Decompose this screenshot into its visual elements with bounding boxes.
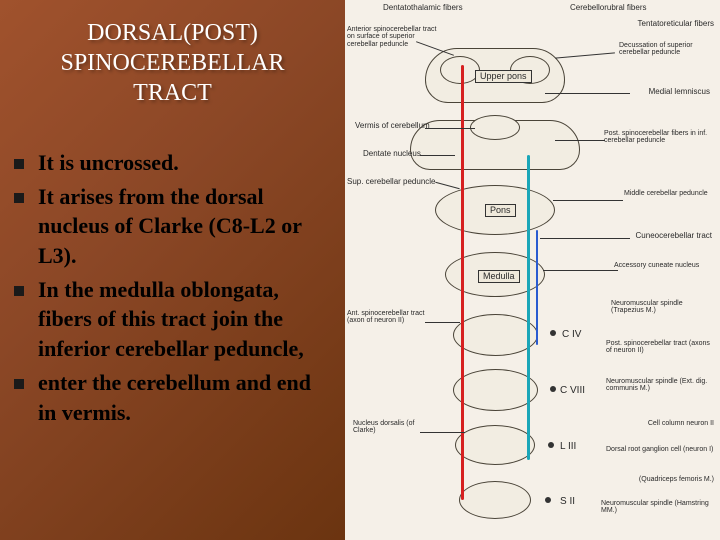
label-spindle-trapezius: Neuromuscular spindle (Trapezius M.): [611, 300, 716, 315]
leader: [420, 155, 455, 156]
label-tentatoreticular: Tentatoreticular fibers: [638, 20, 714, 28]
bullet-text: enter the cerebellum and end in vermis.: [38, 368, 327, 427]
leader: [545, 93, 630, 94]
diagram-panel: Dentatothalamic fibers Cerebellorubral f…: [345, 0, 720, 540]
leader: [420, 432, 465, 433]
label-cerebellorubral: Cerebellorubral fibers: [570, 4, 646, 12]
text-panel: DORSAL(POST) SPINOCEREBELLAR TRACT It is…: [0, 0, 345, 540]
ganglion-dot-icon: [548, 442, 554, 448]
box-c8: C VIII: [560, 386, 585, 397]
box-c4: C IV: [562, 330, 581, 341]
bullet-text: In the medulla oblongata, fibers of this…: [38, 275, 327, 364]
section-l3: [455, 425, 535, 465]
label-post-fibers: Post. spinocerebellar fibers in inf. cer…: [604, 130, 714, 145]
leader: [435, 182, 459, 189]
section-s2: [459, 481, 531, 519]
ganglion-dot-icon: [545, 497, 551, 503]
box-medulla: Medulla: [478, 270, 520, 283]
list-item: It arises from the dorsal nucleus of Cla…: [14, 182, 327, 271]
bullet-marker-icon: [14, 159, 24, 169]
list-item: It is uncrossed.: [14, 148, 327, 178]
label-post-tract-axons: Post. spinocerebellar tract (axons of ne…: [606, 340, 716, 355]
bullet-marker-icon: [14, 286, 24, 296]
leader: [555, 52, 615, 58]
label-spindle-hamstring: Neuromuscular spindle (Hamstring MM.): [601, 500, 716, 515]
label-cuneocerebellar: Cuneocerebellar tract: [636, 232, 712, 240]
label-cell-column: Cell column neuron II: [648, 420, 714, 427]
label-vermis: Vermis of cerebellum: [355, 122, 430, 130]
box-upper-pons: Upper pons: [475, 70, 532, 83]
bullet-text: It is uncrossed.: [38, 148, 327, 178]
leader: [543, 270, 618, 271]
label-accessory-cuneate: Accessory cuneate nucleus: [614, 262, 714, 269]
leader: [553, 200, 623, 201]
label-dentatothalamic: Dentatothalamic fibers: [383, 4, 463, 12]
ganglion-dot-icon: [550, 330, 556, 336]
list-item: In the medulla oblongata, fibers of this…: [14, 275, 327, 364]
list-item: enter the cerebellum and end in vermis.: [14, 368, 327, 427]
tract-posterior-spinocerebellar: [527, 155, 530, 460]
leader: [425, 128, 475, 129]
label-spindle-extdig: Neuromuscular spindle (Ext. dig. communi…: [606, 378, 716, 393]
label-ant-tract-axon: Ant. spinocerebellar tract (axon of neur…: [347, 310, 437, 325]
section-upper-pons-lobe-l: [440, 56, 480, 84]
leader: [425, 322, 460, 323]
box-s2: S II: [560, 497, 575, 508]
diagram-stage: Dentatothalamic fibers Cerebellorubral f…: [345, 0, 720, 540]
bullet-text: It arises from the dorsal nucleus of Cla…: [38, 182, 327, 271]
bullet-marker-icon: [14, 193, 24, 203]
label-nucleus-dorsalis: Nucleus dorsalis (of Clarke): [353, 420, 428, 435]
box-pons: Pons: [485, 204, 516, 217]
bullet-list: It is uncrossed. It arises from the dors…: [12, 148, 333, 427]
slide-title: DORSAL(POST) SPINOCEREBELLAR TRACT: [30, 18, 315, 108]
tract-cuneocerebellar: [536, 230, 538, 345]
section-vermis: [470, 115, 520, 140]
label-middle-peduncle: Middle cerebellar peduncle: [624, 190, 714, 197]
label-quadriceps: (Quadriceps femoris M.): [639, 476, 714, 483]
section-c8: [453, 369, 538, 411]
ganglion-dot-icon: [550, 386, 556, 392]
bullet-marker-icon: [14, 379, 24, 389]
leader: [540, 238, 630, 239]
label-sup-peduncle: Sup. cerebellar peduncle: [347, 178, 436, 186]
label-decussation: Decussation of superior cerebellar pedun…: [619, 42, 714, 57]
title-container: DORSAL(POST) SPINOCEREBELLAR TRACT: [12, 18, 333, 108]
label-medial-lemniscus: Medial lemniscus: [649, 88, 710, 96]
tract-anterior-spinocerebellar: [461, 65, 464, 500]
box-l3: L III: [560, 442, 576, 453]
label-dorsal-root-ganglion: Dorsal root ganglion cell (neuron I): [606, 446, 716, 453]
section-c4: [453, 314, 538, 356]
label-dentate: Dentate nucleus: [363, 150, 421, 158]
leader: [555, 140, 605, 141]
